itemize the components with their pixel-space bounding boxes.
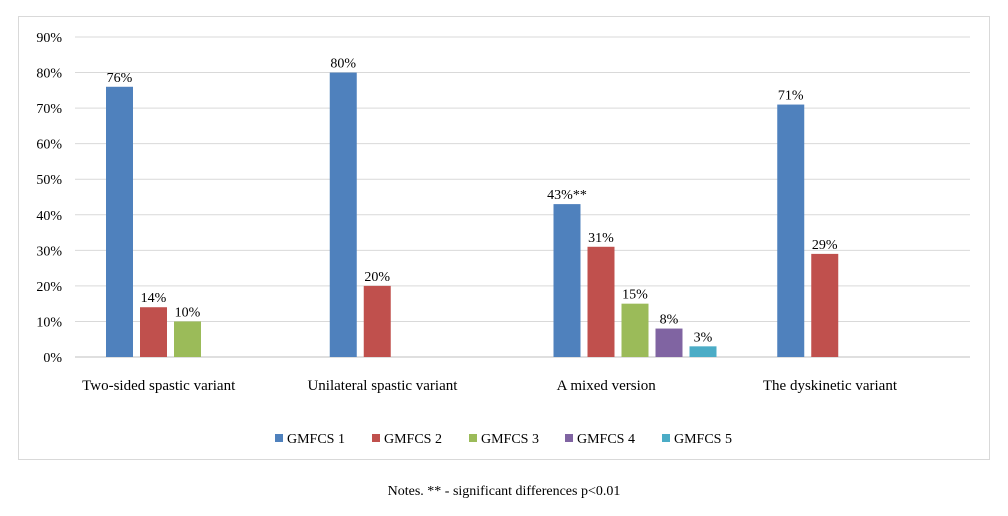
bar [174, 321, 201, 357]
y-tick-label: 30% [36, 244, 62, 259]
bar [329, 72, 357, 358]
legend-swatch [275, 434, 283, 442]
x-category-label: Unilateral spastic variant [307, 378, 458, 394]
bar-chart: 0% 10% 20% 30% 40% 50% 60% 70% 80% 90% 76% 14% 10% Tw… [36, 31, 970, 447]
y-tick-label: 70% [36, 102, 62, 117]
legend-swatch [469, 434, 477, 442]
y-tick-label: 10% [36, 315, 62, 330]
data-label: 31% [588, 231, 614, 246]
x-category-label: Two-sided spastic variant [82, 378, 236, 394]
data-label: 76% [107, 71, 133, 86]
y-tick-label: 0% [43, 351, 62, 366]
legend-swatch [565, 434, 573, 442]
y-tick-label: 40% [36, 209, 62, 224]
legend-label: GMFCS 2 [384, 432, 442, 447]
bar [811, 253, 839, 357]
chart-frame [18, 16, 990, 460]
legend-label: GMFCS 1 [287, 432, 345, 447]
chart-notes: Notes. ** - significant differences p<0.… [387, 484, 621, 499]
legend-label: GMFCS 3 [481, 432, 539, 447]
legend-label: GMFCS 4 [577, 432, 635, 447]
y-tick-label: 80% [36, 67, 62, 82]
y-tick-label: 20% [36, 280, 62, 295]
bar [553, 204, 581, 357]
data-label: 15% [622, 288, 648, 303]
bar [655, 328, 683, 357]
legend-swatch [662, 434, 670, 442]
legend-swatch [372, 434, 380, 442]
x-category-label: A mixed version [557, 378, 657, 394]
data-label: 71% [778, 89, 804, 104]
bar [777, 104, 805, 357]
legend-label: GMFCS 5 [674, 432, 732, 447]
data-label: 43%** [547, 188, 587, 203]
bar [363, 285, 391, 357]
bar [621, 303, 649, 357]
bar [587, 246, 615, 357]
y-tick-label: 90% [36, 31, 62, 46]
data-label: 80% [330, 57, 356, 72]
data-label: 29% [812, 238, 838, 253]
bar [106, 86, 133, 358]
data-label: 20% [364, 270, 390, 285]
data-label: 14% [141, 291, 167, 306]
x-category-label: The dyskinetic variant [763, 378, 898, 394]
data-label: 3% [694, 330, 713, 345]
bar [689, 346, 717, 357]
data-label: 8% [660, 313, 679, 328]
data-label: 10% [175, 305, 201, 320]
bar [140, 307, 167, 357]
y-tick-label: 60% [36, 138, 62, 153]
y-tick-label: 50% [36, 173, 62, 188]
